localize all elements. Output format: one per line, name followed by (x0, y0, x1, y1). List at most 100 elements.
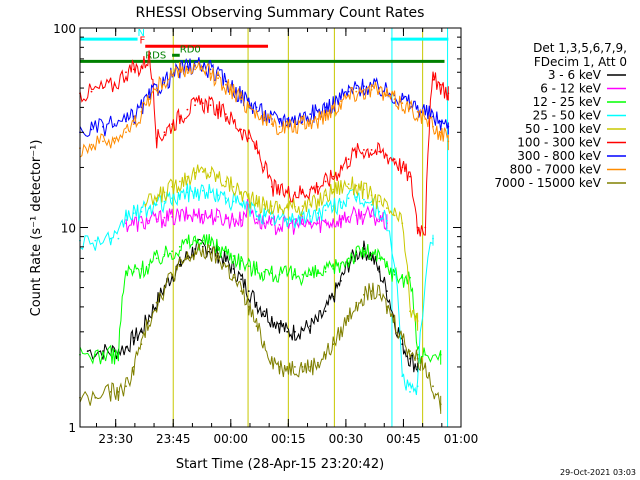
data-point (340, 96, 342, 99)
data-point (393, 273, 396, 276)
data-point (370, 194, 373, 197)
data-point (324, 353, 327, 356)
data-point (347, 197, 350, 200)
data-point (163, 253, 166, 256)
data-point (370, 215, 373, 218)
data-point (163, 216, 166, 219)
data-point (201, 239, 204, 242)
data-point (370, 149, 373, 151)
data-point (163, 131, 166, 134)
data-point (263, 118, 266, 120)
data-point (401, 166, 404, 169)
data-point (125, 120, 127, 123)
data-point (355, 252, 358, 255)
data-point (378, 270, 381, 273)
data-point (278, 191, 281, 194)
data-point (340, 166, 342, 169)
data-point (301, 223, 304, 226)
data-point (309, 273, 312, 276)
data-point (263, 270, 266, 273)
data-point (90, 90, 93, 93)
data-point (201, 171, 204, 173)
data-point (171, 216, 174, 218)
data-point (340, 280, 342, 282)
data-point (224, 80, 227, 83)
data-point (294, 205, 296, 208)
data-point (209, 252, 212, 255)
data-point (286, 125, 289, 128)
data-point (186, 191, 189, 194)
data-point (424, 366, 427, 368)
data-point (409, 391, 411, 393)
data-point (178, 69, 181, 72)
data-point (332, 106, 335, 109)
series-line-6-0 (79, 57, 449, 137)
data-point (148, 55, 151, 58)
data-point (340, 218, 342, 221)
data-point (194, 248, 197, 250)
data-point (132, 336, 135, 339)
data-point (209, 191, 212, 194)
data-point (140, 330, 143, 333)
data-point (255, 325, 258, 328)
data-point (255, 110, 258, 113)
data-point (247, 197, 250, 200)
data-point (347, 90, 350, 93)
series-line-0-0 (87, 238, 419, 373)
data-point (363, 88, 365, 91)
data-point (332, 268, 335, 270)
data-point (86, 350, 89, 352)
data-point (286, 330, 289, 333)
data-point (109, 391, 112, 393)
data-point (171, 273, 174, 276)
data-point (317, 212, 319, 215)
data-point (294, 330, 296, 333)
data-point (194, 190, 197, 193)
data-point (347, 183, 350, 186)
data-point (286, 366, 289, 368)
data-point (132, 123, 135, 125)
data-point (301, 273, 304, 276)
data-point (163, 191, 166, 194)
data-point (263, 343, 266, 346)
data-point (439, 131, 442, 134)
data-point (378, 150, 381, 153)
data-point (209, 241, 212, 244)
data-point (347, 315, 350, 317)
data-point (378, 210, 381, 213)
data-point (324, 194, 327, 197)
x-tick-label: 23:45 (156, 432, 191, 446)
data-point (355, 150, 358, 153)
data-point (117, 353, 120, 356)
legend-header-line-1: Det 1,3,5,6,7,9, (533, 41, 627, 55)
data-point (217, 216, 220, 218)
data-point (201, 189, 204, 192)
data-point (113, 350, 116, 352)
data-point (278, 206, 281, 209)
data-point (317, 272, 319, 275)
data-point (447, 92, 450, 95)
legend-entry-label: 50 - 100 keV (525, 122, 602, 136)
data-point (224, 83, 227, 86)
data-point (240, 278, 243, 281)
data-point (363, 250, 365, 253)
data-point (393, 214, 396, 217)
data-point (171, 123, 174, 125)
data-point (286, 273, 289, 276)
data-point (432, 115, 434, 118)
data-point (201, 250, 204, 253)
data-point (301, 216, 304, 219)
data-point (355, 184, 358, 187)
data-point (140, 221, 143, 224)
data-point (409, 310, 411, 313)
data-point (209, 171, 212, 174)
data-point (309, 325, 312, 328)
data-point (294, 366, 296, 368)
data-point (370, 290, 373, 292)
data-point (247, 207, 250, 210)
data-point (125, 131, 127, 134)
data-point (109, 237, 112, 240)
data-point (294, 218, 296, 221)
data-point (140, 343, 143, 346)
data-point (294, 125, 296, 128)
